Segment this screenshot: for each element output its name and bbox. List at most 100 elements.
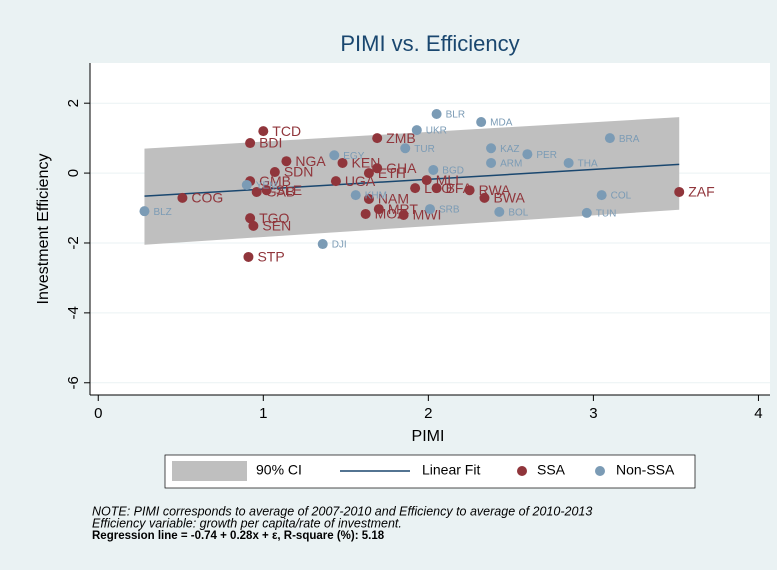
x-tick-label: 1: [259, 405, 267, 422]
point-label: DJI: [332, 240, 347, 251]
point: [581, 207, 592, 218]
point-label: GAB: [266, 184, 296, 200]
point-label: SRB: [439, 205, 460, 216]
point: [421, 175, 432, 186]
legend-label: Non-SSA: [616, 462, 675, 478]
point: [248, 220, 259, 231]
point-label: BOL: [508, 208, 528, 219]
point: [317, 239, 328, 250]
point: [329, 150, 340, 161]
x-tick-label: 4: [754, 405, 762, 422]
point: [330, 176, 341, 187]
point: [425, 204, 435, 215]
point: [372, 133, 383, 144]
y-tick-label: -4: [65, 306, 82, 319]
note: Regression line = -0.74 + 0.28x + ε, R-s…: [92, 530, 385, 542]
point-label: ETH: [378, 165, 406, 181]
point: [241, 179, 252, 190]
point: [243, 251, 254, 262]
legend-label: 90% CI: [256, 462, 302, 478]
point: [337, 157, 348, 168]
y-axis-title: Investment Efficiency: [35, 154, 52, 305]
point: [372, 163, 383, 174]
point-label: STP: [257, 249, 284, 265]
y-tick-label: 0: [65, 169, 82, 177]
point: [431, 183, 442, 194]
point: [261, 185, 272, 196]
point: [398, 210, 409, 221]
point-label: TUN: [596, 209, 617, 220]
point-label: ARM: [500, 159, 522, 170]
point: [494, 206, 505, 217]
point-label: SEN: [262, 218, 291, 234]
point-label: SDN: [284, 164, 314, 180]
point: [177, 192, 188, 203]
point: [428, 164, 439, 175]
point: [522, 149, 533, 160]
point-label: MDA: [490, 118, 513, 129]
point: [596, 190, 607, 201]
chart-title: PIMI vs. Efficiency: [340, 31, 519, 56]
point-label: BGD: [442, 166, 464, 177]
point-label: ZMB: [386, 130, 416, 146]
point: [360, 208, 371, 219]
point: [604, 133, 615, 144]
point: [251, 186, 262, 197]
point-label: KAZ: [500, 144, 519, 155]
point: [281, 156, 292, 167]
point-label: NAM: [378, 191, 409, 207]
point-label: MLI: [436, 172, 459, 188]
point: [139, 206, 150, 217]
point-label: ZAF: [688, 184, 714, 200]
point-label: NGA: [295, 153, 326, 169]
point: [486, 143, 497, 154]
note: Efficiency variable: growth per capita/r…: [92, 516, 402, 530]
note: NOTE: PIMI corresponds to average of 200…: [92, 504, 592, 518]
point-label: THA: [578, 159, 598, 170]
x-tick-label: 3: [589, 405, 597, 422]
point-label: GMB: [259, 173, 291, 189]
x-tick-label: 2: [424, 405, 432, 422]
point: [363, 193, 374, 204]
point: [411, 125, 422, 136]
point: [486, 157, 497, 168]
point-label: UGA: [345, 173, 376, 189]
point-label: COG: [191, 190, 223, 206]
point: [479, 192, 490, 203]
point: [245, 138, 256, 149]
point: [563, 157, 574, 168]
x-tick-label: 0: [94, 405, 102, 422]
legend-label: Linear Fit: [422, 462, 480, 478]
point: [350, 190, 361, 201]
legend-swatch: [595, 466, 605, 476]
point-label: MOZ: [375, 206, 407, 222]
y-tick-label: -6: [65, 376, 82, 389]
point-label: TGO: [259, 210, 289, 226]
point-label: YEM: [256, 181, 278, 192]
point-label: KHM: [365, 191, 387, 202]
point: [245, 213, 256, 224]
point-label: BRA: [619, 134, 640, 145]
point: [258, 126, 269, 137]
point: [476, 117, 487, 128]
point-label: TUR: [414, 144, 435, 155]
point-label: BLR: [446, 110, 465, 121]
point-label: BDI: [259, 135, 282, 151]
y-tick-label: -2: [65, 236, 82, 249]
point: [431, 109, 442, 120]
point: [674, 186, 685, 197]
point-label: TCD: [272, 123, 301, 139]
point: [410, 183, 421, 194]
point-label: PER: [536, 150, 557, 161]
point-label: UKR: [426, 126, 447, 137]
point-label: GHA: [386, 160, 417, 176]
fit-line: [144, 163, 680, 197]
point: [464, 185, 475, 196]
legend-swatch: [517, 466, 527, 476]
legend-label: SSA: [537, 462, 566, 478]
point-label: COL: [611, 191, 632, 202]
point-label: EGY: [343, 151, 364, 162]
point-label: BWA: [493, 190, 525, 206]
y-tick-label: 2: [65, 99, 82, 107]
